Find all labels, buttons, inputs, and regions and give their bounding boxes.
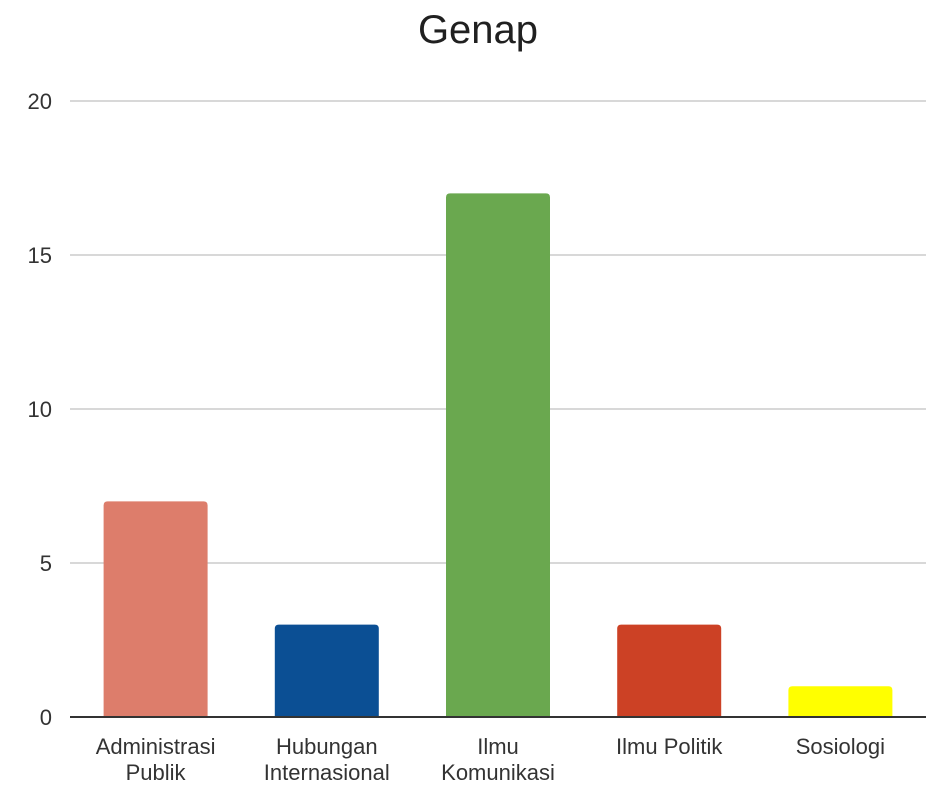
bar [617,624,722,717]
y-tick-label: 10 [28,397,52,422]
chart-title: Genap [417,8,539,52]
x-tick-label: Hubungan Internasional [264,734,390,785]
x-tick-label-line: Administrasi [96,734,216,759]
y-tick-label: 5 [40,551,52,576]
x-tick-label: Administrasi Publik [96,734,216,785]
bar [274,624,379,717]
x-tick-label-line: Publik [126,760,187,785]
y-tick-label: 0 [40,705,52,730]
bar [788,686,893,717]
x-tick-label-line: Ilmu Politik [616,734,723,759]
y-tick-label: 15 [28,243,52,268]
x-tick-label: Ilmu Politik [616,734,723,759]
y-tick-label: 20 [28,89,52,114]
x-tick-label-line: Komunikasi [441,760,555,785]
x-tick-label-line: Sosiologi [796,734,885,759]
x-tick-label-line: Ilmu [477,734,519,759]
x-tick-label-line: Hubungan [276,734,378,759]
x-tick-label: Ilmu Komunikasi [441,734,555,785]
x-tick-label: Sosiologi [796,734,885,759]
bar [103,501,208,717]
bar [446,193,550,717]
x-tick-label-line: Internasional [264,760,390,785]
